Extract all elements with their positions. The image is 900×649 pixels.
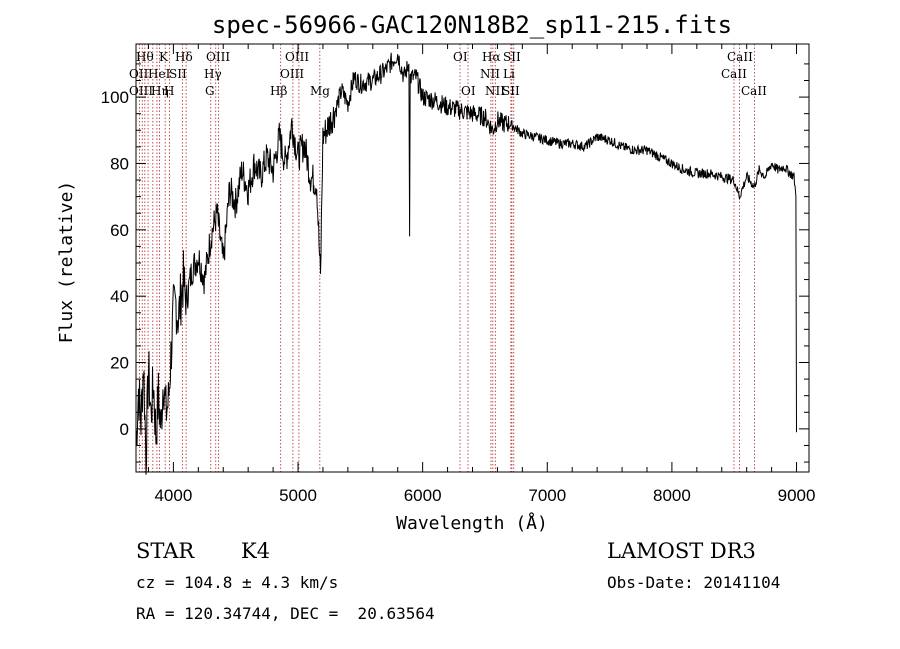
line-label-caii-b: CaII (721, 67, 747, 81)
line-label-mg: Mg (310, 84, 330, 98)
y-tick-label: 100 (101, 88, 129, 107)
y-tick-label: 80 (110, 154, 129, 173)
x-tick-label: 4000 (154, 486, 192, 505)
object-subclass: K4 (241, 539, 271, 563)
line-label-sii-c: SII (502, 84, 520, 98)
line-label-li: Li (503, 67, 515, 81)
line-label-nii-a: NII (480, 67, 500, 81)
line-marker-labels: Hθ K Hδ OIII OIII OI Hα SII CaII OII HeI… (129, 50, 767, 98)
line-label-sii-a: SII (503, 50, 521, 64)
line-label-hei: HeI (148, 67, 171, 81)
x-tick-label: 7000 (528, 486, 566, 505)
line-label-caii-c: CaII (741, 84, 767, 98)
spectrum-line (135, 52, 797, 475)
chart-title: spec-56966-GAC120N18B2_sp11-215.fits (212, 11, 732, 39)
x-axis-label: Wavelength (Å) (396, 512, 548, 534)
y-axis-ticks: 0 20 40 60 80 100 (101, 63, 809, 463)
line-label-h-gamma: Hγ (204, 67, 222, 81)
y-tick-label: 20 (110, 354, 129, 373)
x-axis-ticks: 4000 5000 6000 7000 8000 9000 (147, 44, 816, 505)
x-tick-label: 6000 (404, 486, 442, 505)
y-tick-label: 60 (110, 221, 129, 240)
line-label-oiii-a: OIII (206, 50, 230, 64)
line-label-h-theta: Hθ (136, 50, 154, 64)
line-label-h: H (164, 84, 174, 98)
line-label-caii-a: CaII (727, 50, 753, 64)
line-label-oiii-d: OIII (129, 84, 153, 98)
x-tick-label: 9000 (778, 486, 816, 505)
x-tick-label: 8000 (653, 486, 691, 505)
line-label-h-eta: Hη (151, 84, 169, 98)
line-label-g: G (205, 84, 215, 98)
line-label-k: K (159, 50, 169, 64)
y-tick-label: 0 (120, 420, 129, 439)
y-tick-label: 40 (110, 287, 129, 306)
line-label-oi-a: OI (453, 50, 468, 64)
obs-date: Obs-Date: 20141104 (607, 573, 781, 592)
redshift-cz: cz = 104.8 ± 4.3 km/s (136, 573, 339, 592)
line-markers (138, 44, 755, 472)
line-label-oiii-c: OIII (280, 67, 304, 81)
x-tick-label: 5000 (279, 486, 317, 505)
coordinates: RA = 120.34744, DEC = 20.63564 (136, 604, 435, 623)
line-label-h-delta: Hδ (175, 50, 193, 64)
plot-frame (135, 43, 810, 473)
line-label-sii-b: SII (169, 67, 187, 81)
line-label-h-alpha: Hα (482, 50, 501, 64)
y-axis-label: Flux (relative) (56, 181, 77, 344)
line-label-oiii-b: OIII (285, 50, 309, 64)
line-label-oi-b: OI (461, 84, 476, 98)
survey-name: LAMOST DR3 (607, 539, 756, 563)
line-label-oii: OII (129, 67, 149, 81)
line-label-nii-b: NII (485, 84, 505, 98)
object-type: STAR (136, 539, 195, 563)
line-label-h-beta: Hβ (270, 84, 287, 98)
